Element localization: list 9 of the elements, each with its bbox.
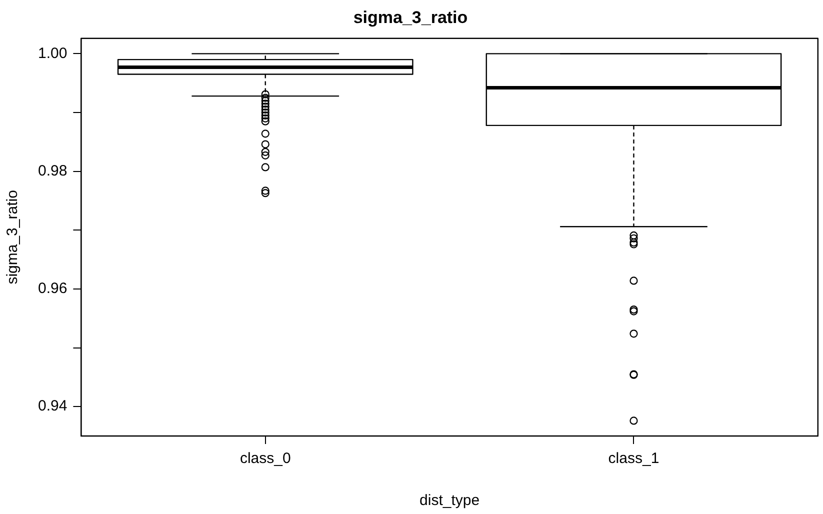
y-tick-label: 0.96 [38,280,68,298]
x-tick-label: class_0 [240,450,291,468]
y-tick-label: 0.98 [38,162,68,180]
y-axis-title: sigma_3_ratio [4,190,22,284]
chart-title: sigma_3_ratio [353,8,468,27]
x-axis-title: dist_type [420,492,480,510]
y-tick-label: 1.00 [38,44,68,62]
y-tick-label: 0.94 [38,398,68,415]
x-tick-label: class_1 [608,450,660,468]
